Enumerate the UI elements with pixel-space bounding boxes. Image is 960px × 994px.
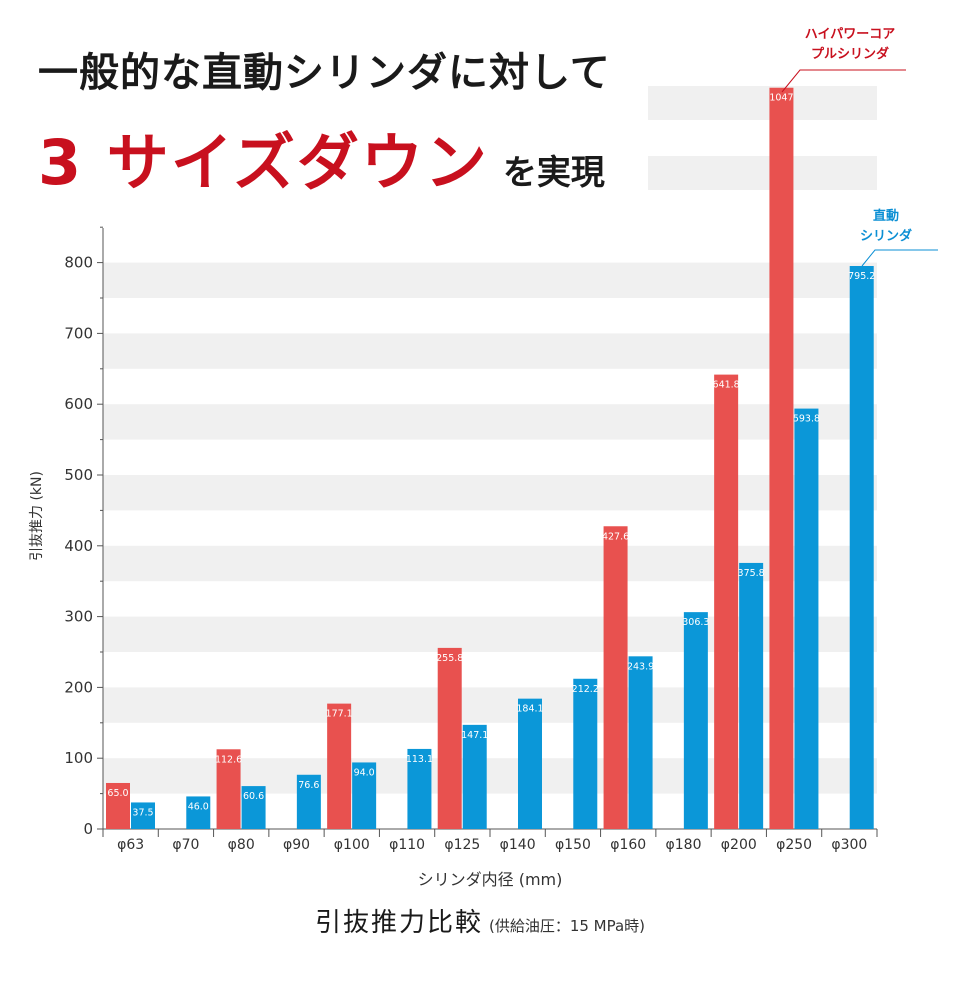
blue-bar	[739, 562, 764, 829]
bar-value-label: 375.8	[738, 568, 765, 579]
blue-bar	[573, 678, 598, 829]
red-bar	[437, 647, 462, 829]
bar-value-label: 255.8	[436, 653, 463, 664]
chart-caption: 引抜推力比較 (供給油圧：15 MPa時)	[0, 902, 960, 939]
x-tick-label: φ125	[444, 837, 480, 853]
blue-bar	[131, 802, 155, 829]
grid-band	[103, 333, 877, 369]
y-tick-label: 500	[64, 466, 93, 484]
blue-bar	[352, 762, 377, 829]
y-axis-label: 引抜推力 (kN)	[29, 471, 45, 561]
bar-value-label: 112.6	[215, 754, 242, 765]
bar-value-label: 147.1	[461, 730, 488, 741]
bar-value-label: 593.8	[793, 414, 820, 425]
blue-bar	[518, 698, 542, 829]
blue-bar	[794, 408, 819, 829]
blue-bar	[241, 786, 266, 829]
x-tick-label: φ80	[228, 837, 255, 853]
hero-suffix: を実現	[502, 153, 605, 193]
y-tick-label: 600	[64, 395, 93, 413]
red-bar	[327, 703, 352, 829]
bar-value-label: 37.5	[132, 807, 153, 818]
y-tick-label: 800	[64, 254, 93, 272]
red-bar	[106, 782, 130, 829]
grid-band	[103, 262, 877, 298]
bar-value-label: 1047	[769, 93, 793, 104]
caption-note: (供給油圧：15 MPa時)	[488, 917, 646, 935]
x-tick-label: φ140	[500, 837, 536, 853]
bar-value-label: 94.0	[354, 767, 375, 778]
bar-value-label: 65.0	[107, 788, 128, 799]
y-tick-label: 100	[64, 749, 93, 767]
bar-value-label: 212.2	[572, 684, 599, 695]
grid-band	[648, 156, 877, 190]
bar-value-label: 60.6	[243, 791, 264, 802]
blue-bar	[186, 796, 211, 829]
blue-bar	[683, 612, 708, 829]
blue-bar	[407, 748, 432, 829]
legend-annotation: 直動シリンダ	[860, 208, 938, 267]
x-tick-label: φ70	[172, 837, 199, 853]
y-tick-label: 400	[64, 537, 93, 555]
red-bar	[603, 526, 628, 829]
blue-bar	[462, 724, 487, 829]
x-tick-label: φ63	[117, 837, 144, 853]
blue-bar	[628, 656, 653, 829]
bar-value-label: 76.6	[298, 780, 319, 791]
hero-line: 3 サイズダウン を実現	[38, 112, 605, 202]
bar-value-label: 641.8	[713, 380, 740, 391]
legend-label: プルシリンダ	[811, 46, 889, 62]
x-axis-label: シリンダ内径 (mm)	[417, 870, 563, 889]
bar-value-label: 184.1	[516, 704, 543, 715]
x-tick-label: φ160	[610, 837, 646, 853]
x-tick-label: φ300	[831, 837, 867, 853]
red-bar	[216, 749, 241, 829]
blue-bar	[849, 265, 874, 829]
y-tick-label: 700	[64, 324, 93, 342]
bar-value-label: 46.0	[188, 801, 209, 812]
x-tick-label: φ90	[283, 837, 310, 853]
bar-value-label: 177.1	[326, 709, 353, 720]
x-tick-label: φ250	[776, 837, 812, 853]
bar-value-label: 306.3	[682, 617, 709, 628]
legend-label: 直動	[873, 208, 899, 224]
legend-label: シリンダ	[860, 228, 912, 244]
y-tick-label: 200	[64, 678, 93, 696]
caption-title: 引抜推力比較	[314, 908, 483, 938]
grid-band	[648, 86, 877, 120]
bar-value-label: 795.2	[848, 271, 875, 282]
bar-value-label: 243.9	[627, 661, 654, 672]
x-tick-label: φ200	[721, 837, 757, 853]
headline: 一般的な直動シリンダに対して	[38, 50, 611, 96]
x-tick-label: φ110	[389, 837, 425, 853]
x-tick-label: φ150	[555, 837, 591, 853]
legend-leader-line	[781, 69, 906, 93]
blue-bar	[296, 774, 321, 829]
bar-value-label: 113.1	[406, 754, 433, 765]
y-tick-label: 300	[64, 608, 93, 626]
legend-leader-line	[861, 249, 938, 267]
legend-label: ハイパワーコア	[805, 27, 895, 42]
grid-band	[103, 475, 877, 511]
red-bar	[769, 87, 794, 829]
red-bar	[714, 374, 739, 829]
x-tick-label: φ180	[666, 837, 702, 853]
y-tick-label: 0	[83, 820, 93, 838]
hero-highlight: 3 サイズダウン	[38, 126, 489, 199]
x-tick-label: φ100	[334, 837, 370, 853]
grid-band	[103, 404, 877, 440]
bar-value-label: 427.6	[602, 531, 629, 542]
